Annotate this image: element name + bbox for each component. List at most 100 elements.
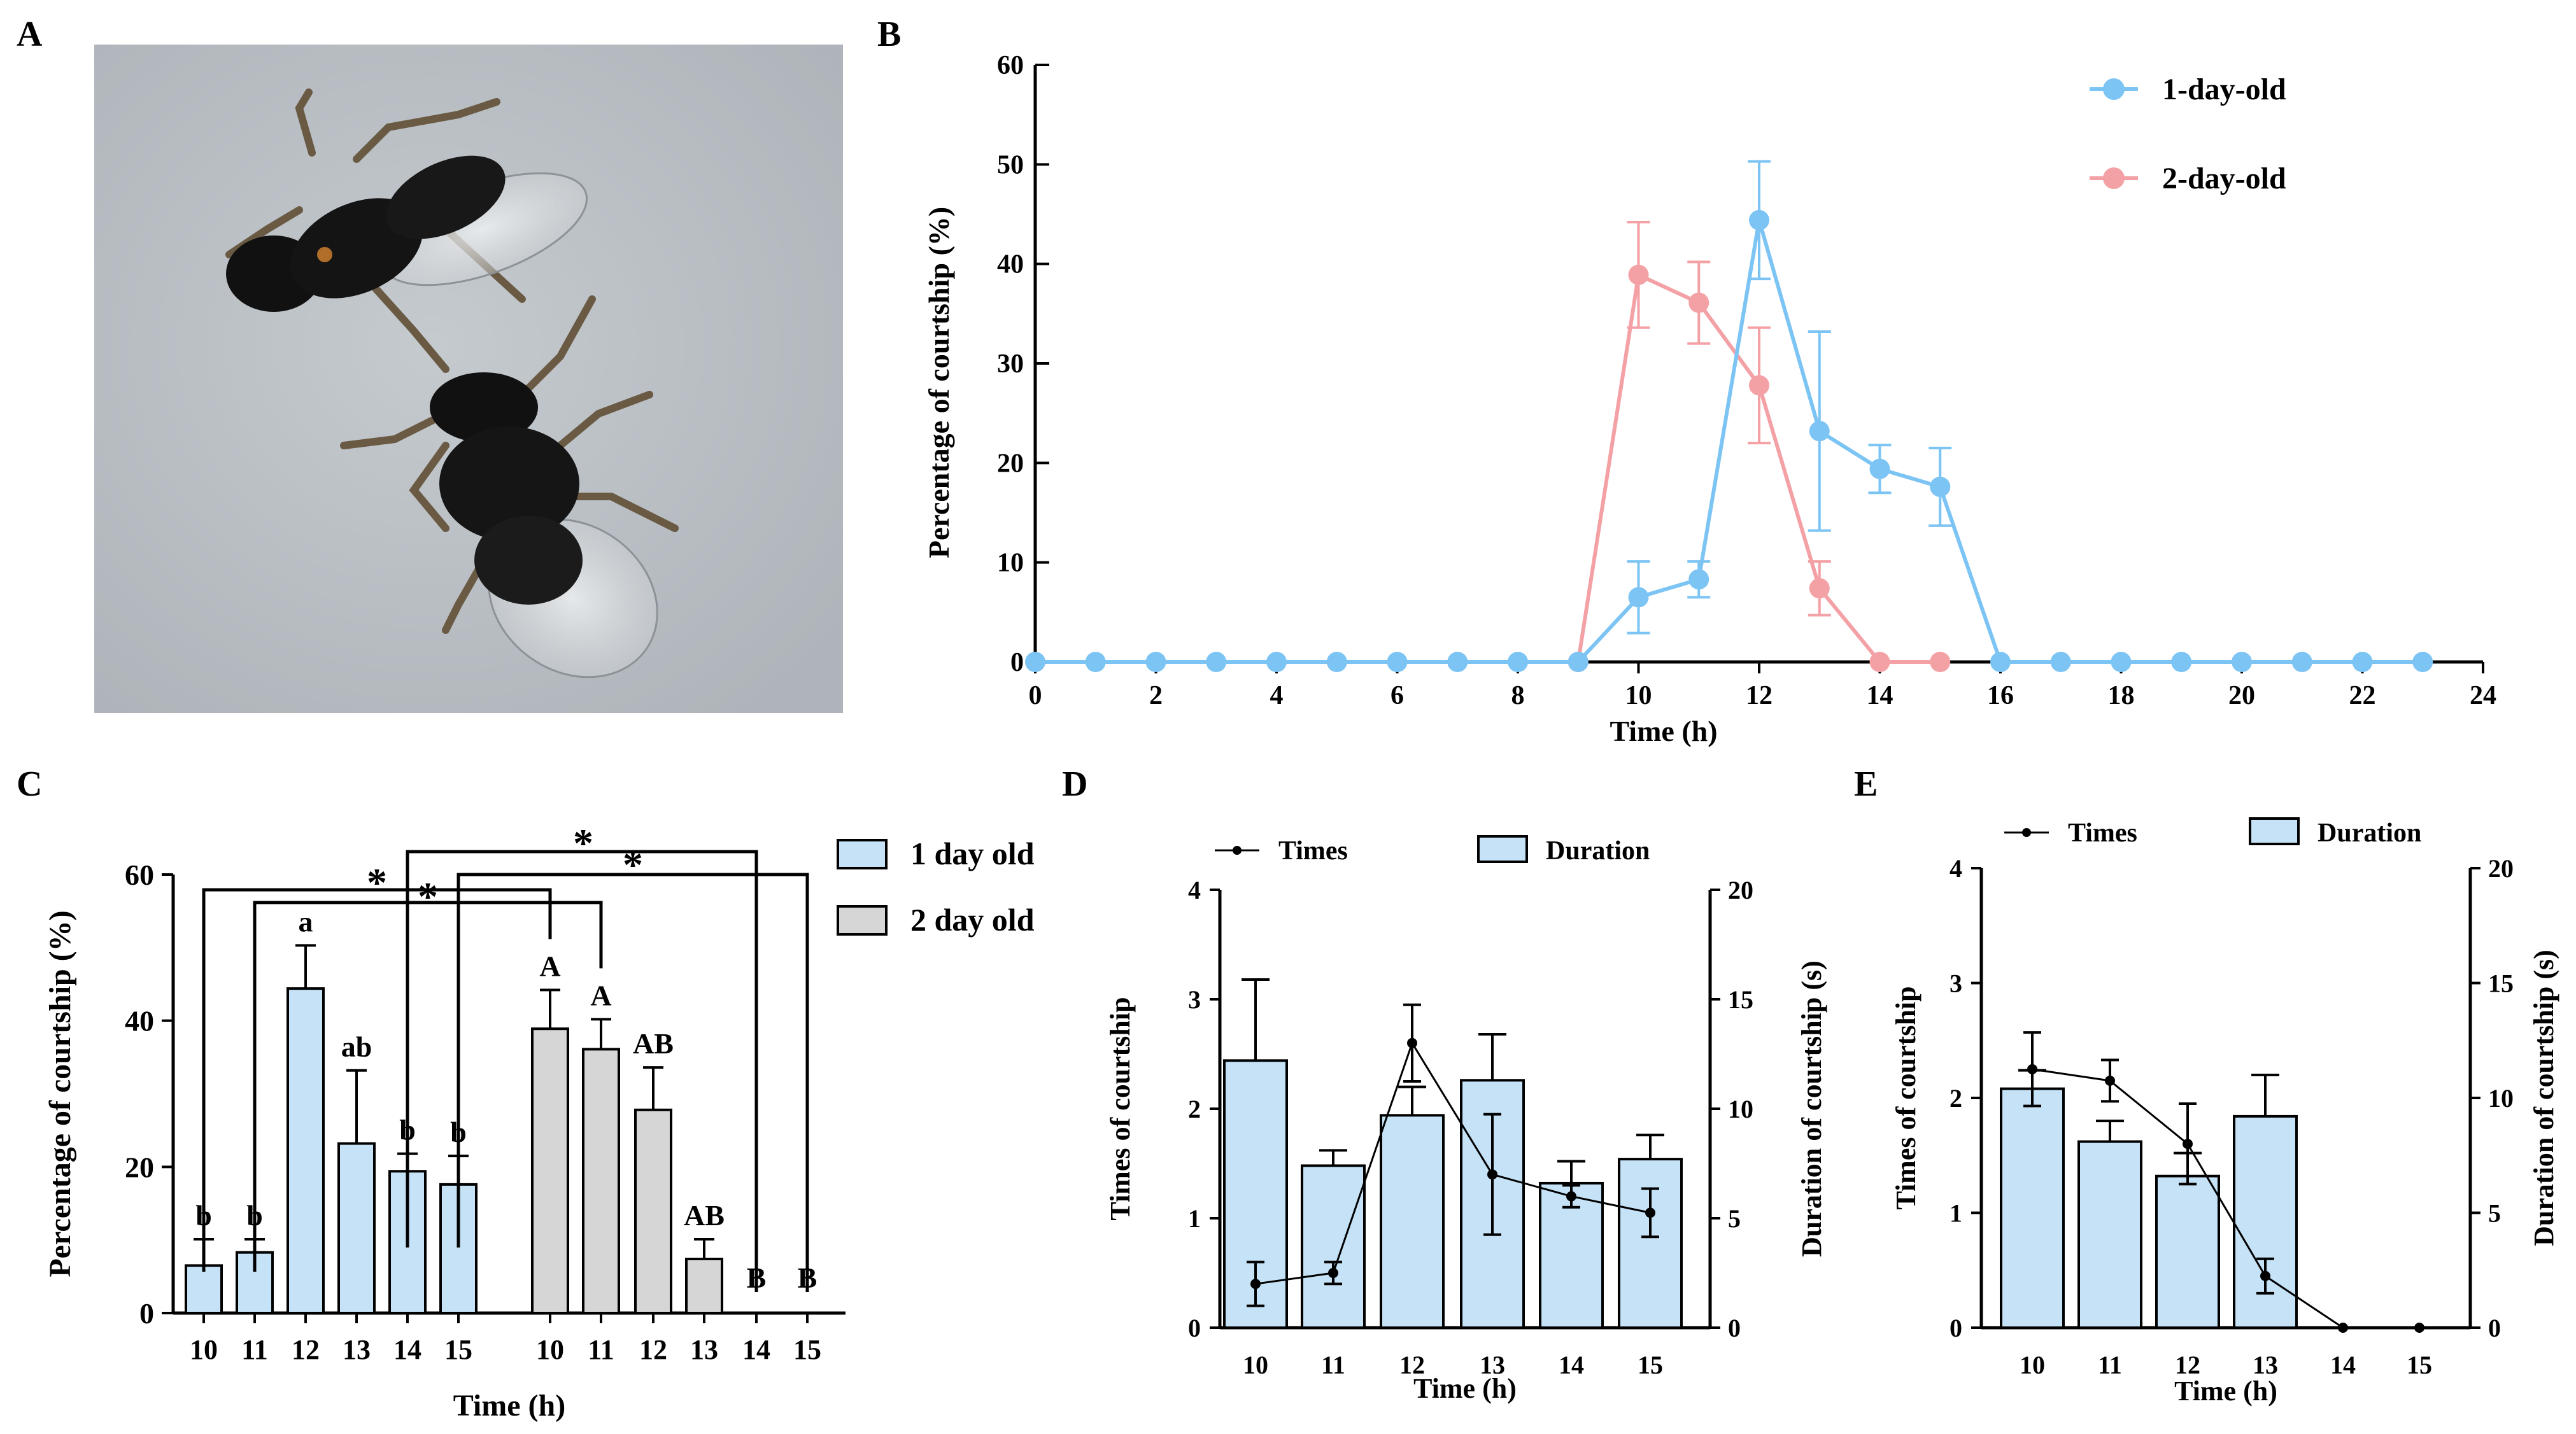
y-tick-label-left: 4 [1188,876,1201,904]
x-tick-label: 15 [2407,1351,2432,1379]
y-tick-label-left: 4 [1950,854,1962,883]
data-point [1749,375,1769,396]
y-axis-label: Percentage of courtship (%) [43,910,77,1277]
x-tick-label: 8 [1511,681,1525,710]
x-tick-label: 12 [292,1334,320,1365]
legend-swatch [837,839,888,869]
y-axis-label-left: Times of courtship [1105,997,1136,1220]
data-point [1447,652,1468,672]
times-point [1487,1169,1497,1180]
data-point [1628,264,1649,285]
x-tick-label: 13 [1480,1351,1505,1379]
data-point [1688,569,1709,590]
x-axis-label: Time (h) [1610,715,1717,747]
x-tick-label: 12 [1746,681,1773,710]
data-point [1085,652,1106,672]
x-tick-label: 13 [2253,1351,2278,1379]
y-tick-label: 40 [997,250,1024,279]
x-tick-label: 11 [1321,1351,1345,1379]
y-tick-label: 20 [125,1151,154,1183]
duration-bar [2077,1140,2142,1329]
data-point [2352,652,2373,672]
times-point [2414,1323,2424,1333]
x-tick-label: 16 [1987,681,2014,710]
duration-bar [2155,1174,2220,1329]
y-tick-label: 30 [997,349,1024,379]
x-tick-label: 4 [1270,681,1284,710]
x-tick-label: 14 [2330,1351,2356,1379]
duration-bar [1380,1114,1445,1329]
panel-label-c: C [17,764,42,804]
x-tick-label: 20 [2228,681,2255,710]
legend-swatch [837,905,888,936]
significance-letter: AB [633,1027,674,1060]
legend-marker [2103,78,2125,100]
data-point [1869,652,1890,672]
significance-letter: A [539,950,560,982]
y-tick-label-right: 5 [1728,1204,1741,1233]
x-tick-label: 14 [742,1334,770,1365]
y-tick-label-left: 1 [1188,1204,1201,1233]
times-point [2183,1139,2193,1149]
times-point [1645,1207,1655,1218]
legend-marker [2103,167,2125,189]
x-tick-label: 15 [793,1334,821,1365]
times-point [1328,1268,1338,1278]
y-tick-label-left: 0 [1950,1314,1962,1342]
significance-letter: A [590,979,611,1011]
data-point [1930,476,1951,497]
bar [337,1142,376,1314]
x-tick-label: 2 [1149,681,1163,710]
x-tick-label: 10 [2020,1351,2045,1379]
x-axis-label: Time (h) [2174,1375,2277,1407]
legend-label-times: Times [2068,819,2137,848]
x-tick-label: 0 [1029,681,1042,710]
bar [185,1264,223,1314]
y-tick-label-left: 0 [1188,1314,1201,1342]
x-tick-label: 10 [190,1334,218,1365]
legend-label-duration: Duration [2318,819,2421,848]
data-point [1749,209,1769,230]
times-point [1566,1191,1576,1202]
duration-bar [1618,1158,1683,1329]
x-tick-label: 12 [639,1334,667,1365]
times-line [1255,1041,1651,1285]
y-tick-label: 60 [997,51,1024,80]
bar-chart-c: 0 20 40 60 Time (h) Percentage of courtship (… [43,820,1035,1423]
x-tick-label: 14 [1559,1351,1584,1379]
panel-label-d: D [1062,764,1087,804]
y-tick-label-right: 20 [2488,854,2514,883]
data-point [1688,292,1709,313]
bar [685,1258,723,1314]
legend-label: 1 day old [910,836,1035,871]
data-point [1025,652,1045,672]
data-point [2050,652,2071,672]
data-point [2232,652,2252,672]
x-tick-label: 13 [343,1334,371,1365]
legend-label-times: Times [1278,836,1348,866]
data-point [1266,652,1287,672]
times-line [2032,1068,2419,1329]
y-tick-label-left: 2 [1188,1095,1201,1123]
data-point [1869,458,1890,479]
panel-label-e: E [1854,764,1878,804]
x-tick-label: 15 [444,1334,472,1365]
y-tick-label: 10 [997,549,1024,578]
y-tick-label-left: 3 [1188,985,1201,1014]
panel-label-a: A [17,15,43,54]
legend-marker [1233,846,1242,855]
legend-label: 2 day old [910,902,1035,938]
x-tick-label: 6 [1391,681,1404,710]
x-tick-label: 11 [2098,1351,2122,1379]
x-tick-label: 15 [1638,1351,1663,1379]
data-point [2412,652,2433,672]
legend-marker [2022,828,2031,837]
data-point [1508,652,1528,672]
significance-bracket [456,873,809,1292]
significance-letter: a [299,905,313,938]
y-tick-label: 20 [997,449,1024,478]
legend-label: 2-day-old [2162,162,2286,195]
